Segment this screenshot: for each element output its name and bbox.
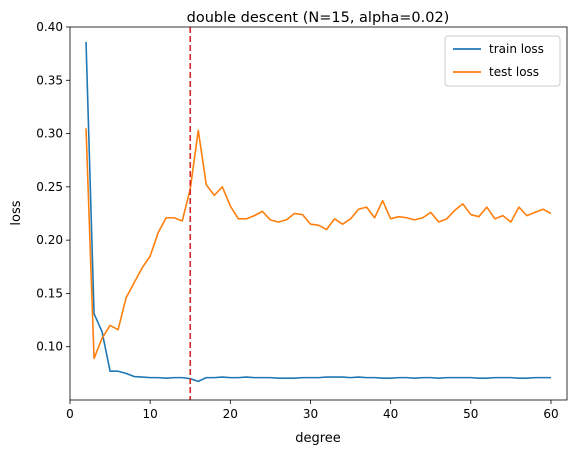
y-tick-label: 0.30 bbox=[36, 127, 63, 141]
series-line-train-loss bbox=[85, 41, 551, 383]
chart-title: double descent (N=15, alpha=0.02) bbox=[187, 10, 450, 26]
axes-frame bbox=[69, 26, 568, 401]
x-tick-label: 0 bbox=[66, 407, 74, 421]
x-axis: 0 10 20 30 40 50 60 bbox=[66, 400, 559, 421]
y-tick-label: 0.15 bbox=[36, 286, 63, 300]
x-tick-label: 40 bbox=[383, 407, 398, 421]
x-tick-label: 20 bbox=[223, 407, 238, 421]
y-axis: 0.10 0.15 0.20 0.25 0.30 0.35 0.40 bbox=[36, 20, 70, 354]
legend-label-train-loss: train loss bbox=[489, 42, 544, 56]
x-tick-label: 30 bbox=[303, 407, 318, 421]
x-tick-label: 50 bbox=[463, 407, 478, 421]
legend: train loss test loss bbox=[444, 35, 561, 87]
x-axis-label: degree bbox=[295, 431, 341, 446]
x-tick-label: 10 bbox=[143, 407, 158, 421]
x-tick-label: 60 bbox=[543, 407, 558, 421]
y-tick-label: 0.10 bbox=[36, 340, 63, 354]
series-line-test-loss bbox=[85, 128, 552, 360]
y-tick-label: 0.20 bbox=[36, 233, 63, 247]
legend-label-test-loss: test loss bbox=[489, 65, 539, 79]
y-tick-label: 0.40 bbox=[36, 20, 63, 34]
y-tick-label: 0.25 bbox=[36, 180, 63, 194]
y-tick-label: 0.35 bbox=[36, 73, 63, 87]
y-axis-label: loss bbox=[9, 200, 24, 225]
plot-area bbox=[85, 27, 552, 400]
